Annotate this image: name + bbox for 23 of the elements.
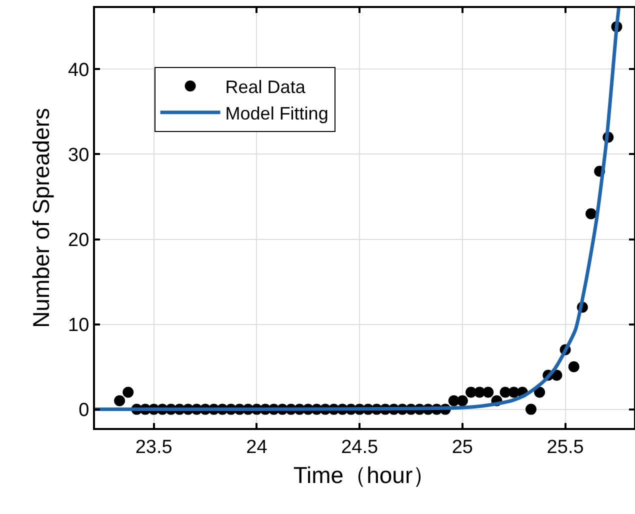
point (122, 386, 134, 398)
x-tick-label: 25 (452, 436, 473, 458)
y-tick-label: 20 (68, 230, 90, 251)
y-tick-label: 30 (68, 144, 90, 166)
x-tick-label: 24 (246, 436, 268, 458)
y-axis-title: Number of Spreaders (28, 108, 54, 328)
legend-label: Model Fitting (225, 103, 328, 124)
point (482, 386, 494, 398)
point (534, 386, 546, 398)
point (586, 208, 596, 220)
x-tick-label: 25.5 (546, 436, 584, 458)
legend-label: Real Data (225, 77, 306, 98)
x-axis-title: Time（hour） (293, 462, 436, 488)
y-tick-label: 0 (78, 400, 90, 421)
x-tick-label: 24.5 (341, 436, 378, 458)
y-tick-label: 10 (68, 314, 90, 336)
x-tick-label: 23.5 (135, 436, 172, 458)
point (456, 395, 468, 406)
y-tick-label: 40 (68, 60, 90, 81)
point (551, 370, 562, 381)
point (114, 395, 126, 406)
point (568, 361, 580, 372)
point (525, 404, 536, 415)
